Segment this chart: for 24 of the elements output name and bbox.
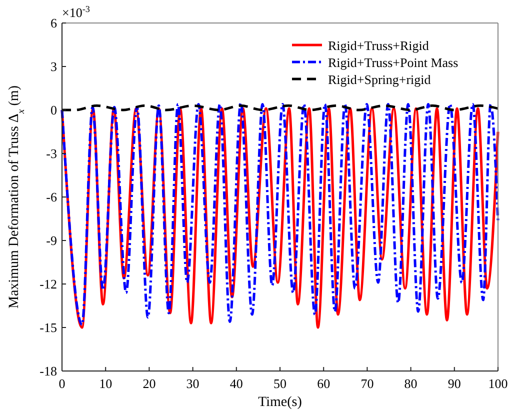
x-tick-label: 20 [142,376,156,391]
y-tick-label: -15 [40,320,57,335]
legend-label: Rigid+Truss+Rigid [328,38,430,53]
x-tick-label: 80 [404,376,418,391]
y-tick-label: 3 [50,59,57,74]
x-tick-label: 90 [448,376,461,391]
x-tick-label: 50 [274,376,286,391]
y-tick-label: -9 [46,233,57,248]
legend-label: Rigid+Spring+rigid [328,72,432,87]
x-tick-label: 60 [317,376,330,391]
x-tick-label: 70 [360,376,374,391]
x-axis-title: Time(s) [258,395,302,410]
x-tick-label: 100 [488,376,508,391]
x-tick-label: 10 [99,376,112,391]
y-tick-label: -18 [40,364,57,378]
text: ×10$^{-3}$ [62,4,90,20]
y-tick-label: 0 [50,102,57,118]
y-tick-label: 6 [50,16,58,30]
y-tick-label: -12 [40,276,57,292]
legend-label: Rigid+Truss+Point Mass [328,55,458,70]
y-tick-label: -6 [46,190,58,204]
y-tick-label: -3 [46,146,57,161]
x-tick-label: 40 [230,376,243,391]
x-tick-label: 30 [186,376,200,391]
